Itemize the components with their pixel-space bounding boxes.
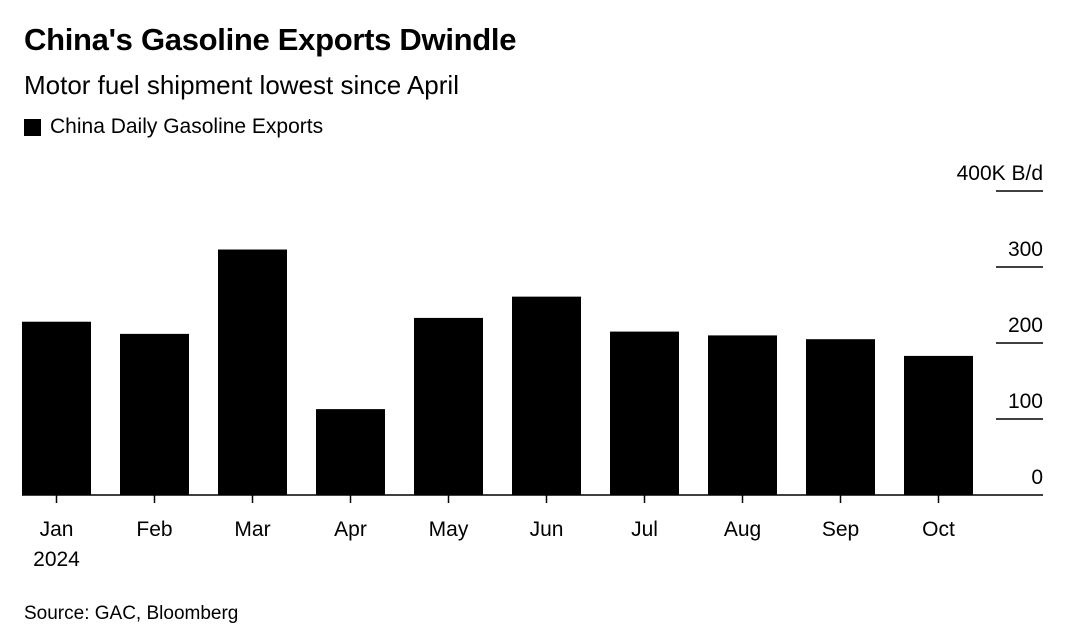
x-tick-label: Feb [136,518,172,541]
y-tick-label: 200 [1008,314,1043,337]
x-tick-label: May [429,518,469,541]
bar [904,355,973,495]
bar [414,317,483,495]
bar [22,321,91,495]
bar [120,333,189,495]
source-note: Source: GAC, Bloomberg [24,603,239,624]
x-tick-label: Mar [234,518,270,541]
bar [708,335,777,495]
x-tick-label: Oct [922,518,955,541]
y-tick-label: 400K B/d [957,162,1043,185]
x-year-label: 2024 [33,548,80,571]
y-tick-label: 100 [1008,390,1043,413]
chart-subtitle: Motor fuel shipment lowest since April [24,70,459,100]
x-tick-label: Jan [40,518,74,541]
x-tick-label: Jul [631,518,658,541]
x-tick-label: Aug [724,518,761,541]
bar [218,249,287,495]
legend-label: China Daily Gasoline Exports [50,115,324,138]
x-tick-label: Jun [530,518,564,541]
y-tick-label: 0 [1031,466,1043,489]
x-tick-label: Apr [334,518,367,541]
bar [806,339,875,495]
chart-legend: China Daily Gasoline Exports [24,115,323,139]
x-tick-label: Sep [822,518,859,541]
bar [610,331,679,495]
chart-title: China's Gasoline Exports Dwindle [24,22,517,57]
bar [316,409,385,495]
legend-swatch [24,118,41,136]
y-tick-label: 300 [1008,238,1043,261]
bar [512,296,581,495]
